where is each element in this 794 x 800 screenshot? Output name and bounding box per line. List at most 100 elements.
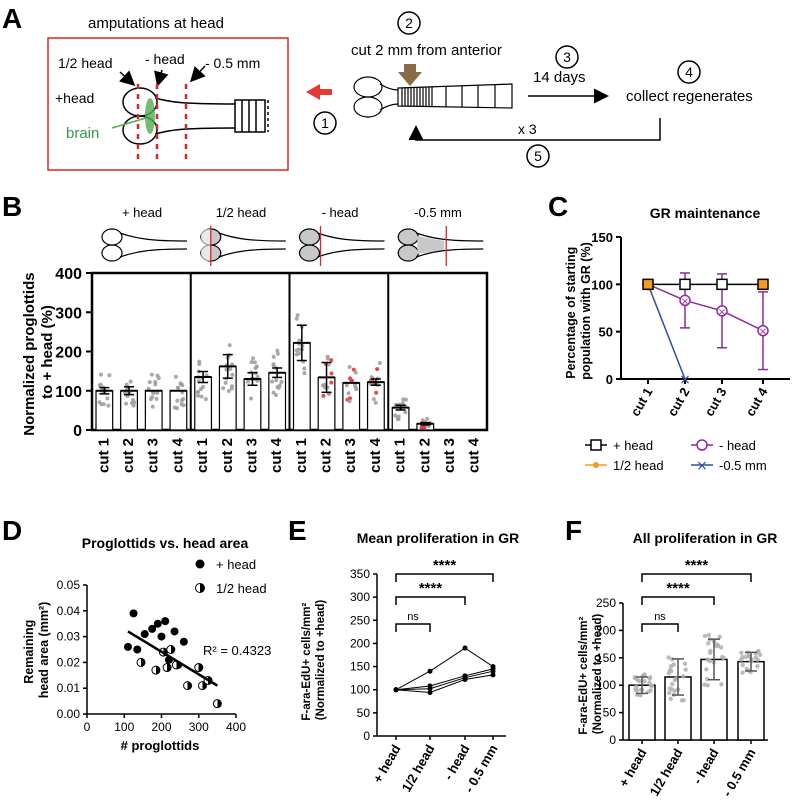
data-point: [373, 400, 378, 405]
e-title: Mean proliferation in GR: [357, 530, 520, 546]
data-point: [124, 401, 129, 406]
f-ytick-label: 100: [596, 678, 616, 692]
worm-outline: [317, 248, 385, 258]
c-marker-cross: ×: [681, 296, 689, 307]
c-title: GR maintenance: [650, 205, 761, 221]
c-line-minus-head: [647, 283, 764, 332]
data-point: [400, 401, 405, 406]
b-ylabel: Normalized proglottids to + head (%): [21, 268, 56, 436]
legend-label: + head: [613, 438, 653, 453]
f-data-point: [746, 653, 751, 659]
e-ylabel: F-ara-EdU+ cells/mm² (Normalized to +hea…: [301, 599, 327, 720]
f-data-point: [707, 650, 713, 656]
repeat-text: x 3: [518, 121, 537, 137]
arrow-half-head: [119, 70, 136, 87]
f-data-point: [635, 677, 640, 683]
f-data-point: [739, 650, 744, 655]
head-lobe: [298, 228, 321, 246]
data-point: [395, 416, 400, 421]
f-data-point: [740, 655, 745, 660]
amputation-box: [47, 37, 289, 171]
panel-letter-e: E: [288, 515, 307, 546]
b-xtick-label: cut 2: [416, 438, 433, 473]
c-marker-cross: ×: [759, 327, 767, 338]
brain-pointer: [111, 117, 147, 129]
f-data-point: [704, 667, 709, 672]
step-3-text: 14 days: [533, 69, 586, 86]
data-point: [374, 390, 379, 395]
f-xtick-label: - 0.5 mm: [719, 746, 758, 799]
data-point: [275, 351, 280, 356]
data-point: [326, 362, 331, 367]
d-point-plus-head: [170, 627, 179, 636]
bar: [243, 378, 262, 431]
arrow-minus-05mm: [189, 65, 206, 83]
c-ytick-label: 50: [599, 325, 613, 340]
neck-shading: [417, 236, 445, 254]
head-lobe: [397, 228, 419, 246]
f-ylabel-line1: F-ara-EdU+ cells/mm²: [578, 616, 590, 734]
d-point-half-head: [151, 665, 161, 675]
data-point: [271, 354, 276, 359]
data-point: [351, 367, 356, 372]
e-ytick-label: 150: [350, 660, 370, 674]
data-point: [175, 398, 180, 403]
head-lobe: [397, 244, 419, 262]
legend-label: -0.5 mm: [719, 458, 767, 473]
step-5-circle: [526, 144, 550, 168]
c-marker-plus-head: [679, 278, 691, 291]
d-legend-label: 1/2 head: [216, 581, 267, 596]
worm-outline: [317, 232, 385, 242]
d-ytick-label: 0.03: [57, 630, 81, 644]
data-point: [249, 360, 254, 365]
e-replicate-line: [395, 647, 494, 691]
head-lobe: [298, 244, 321, 262]
legend-marker: [593, 462, 599, 468]
e-point: [427, 668, 433, 674]
f-data-point: [670, 681, 675, 687]
d-point-plus-head: [123, 642, 132, 651]
f-data-point: [647, 680, 652, 686]
icon-label-plus-head: + head: [122, 205, 162, 220]
legend-marker: [696, 439, 708, 451]
f-data-point: [756, 649, 761, 654]
c-xtick-label: cut 2: [664, 385, 692, 419]
b-xtick-label: cut 3: [243, 438, 260, 473]
c-marker-plus-head: [642, 278, 654, 291]
f-data-point: [755, 657, 760, 662]
f-data-point: [647, 676, 652, 681]
data-point: [347, 399, 352, 404]
c-marker-cross: ×: [718, 307, 726, 318]
worm-outline: [119, 232, 188, 242]
step-1-circle: [313, 111, 337, 135]
step-5-number: 5: [534, 148, 542, 164]
head-lobe: [101, 228, 123, 246]
f-bracket-3-label: ns: [654, 611, 666, 623]
panel-letter-d: D: [2, 515, 22, 546]
b-ytick-label: 0: [73, 423, 82, 440]
c-xtick-label: cut 3: [701, 385, 729, 419]
data-point: [128, 379, 133, 384]
f-ylabel: F-ara-EdU+ cells/mm² (Normalized to +hea…: [578, 613, 604, 734]
c-marker-plus-head: [757, 278, 769, 291]
f-ytick-label: 0: [609, 733, 616, 747]
e-ytick-label: 250: [350, 613, 370, 627]
f-data-point: [740, 662, 745, 668]
data-point: [155, 390, 160, 395]
d-ytick-label: 0.05: [57, 578, 81, 592]
e-point: [490, 672, 496, 678]
data-point: [199, 394, 204, 399]
icon-label-minus-05mm: -0.5 mm: [414, 205, 462, 220]
data-point: [271, 362, 276, 367]
b-xtick-label: cut 4: [169, 437, 186, 473]
data-point: [153, 380, 158, 385]
data-point: [353, 370, 358, 375]
bar: [366, 381, 385, 431]
f-data-point: [718, 645, 724, 650]
data-point: [347, 376, 352, 381]
f-data-point: [642, 678, 647, 684]
c-marker-plus-head: [716, 278, 728, 291]
c-ytick-label: 0: [606, 372, 613, 387]
worm-outline: [416, 248, 484, 258]
